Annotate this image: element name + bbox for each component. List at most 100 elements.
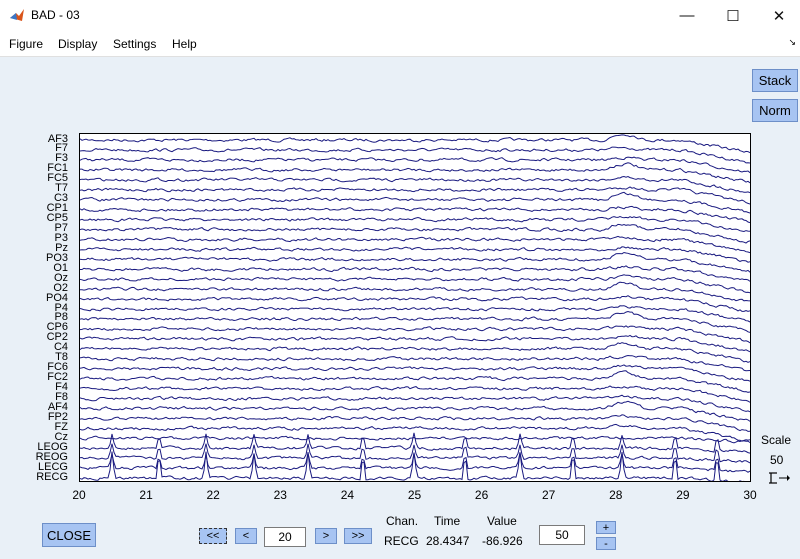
- x-tick-23: 23: [273, 488, 287, 502]
- trace-po3: [80, 251, 750, 273]
- trace-fc6: [80, 364, 750, 382]
- trace-cp6: [80, 325, 750, 344]
- norm-button[interactable]: Norm: [752, 99, 798, 122]
- channel-label-af4: AF4: [47, 400, 68, 413]
- trace-c4: [80, 342, 750, 363]
- channel-label-fc5: FC5: [47, 172, 68, 185]
- trace-p3: [80, 235, 750, 254]
- x-tick-28: 28: [609, 488, 623, 502]
- decrease-button[interactable]: -: [596, 537, 616, 550]
- channel-label-f3: F3: [55, 152, 68, 165]
- trace-c3: [80, 191, 750, 214]
- channel-label-af3: AF3: [47, 132, 68, 145]
- channel-label-p3: P3: [54, 231, 68, 244]
- trace-p7: [80, 223, 750, 244]
- menu-figure[interactable]: Figure: [9, 37, 44, 51]
- channel-label-p7: P7: [54, 221, 68, 234]
- channel-label-f7: F7: [55, 142, 68, 155]
- trace-p8: [80, 310, 750, 333]
- menu-bar: Figure Display Settings Help ↘: [0, 31, 800, 57]
- channel-label-fc1: FC1: [47, 162, 68, 175]
- trace-f7: [80, 146, 750, 164]
- trace-oz: [80, 274, 750, 294]
- channel-label-p8: P8: [54, 311, 68, 324]
- trace-pz: [80, 246, 750, 263]
- channel-label-f4: F4: [55, 381, 68, 394]
- prev-page-button[interactable]: <: [235, 528, 257, 544]
- stack-button[interactable]: Stack: [752, 69, 798, 92]
- channel-labels: AF3 F7 F3 FC1 FC5 T7 C3 CP1 CP5 P7 P3 Pz PO3 O1 Oz O2 PO…: [0, 133, 77, 482]
- channel-label-po3: PO3: [45, 251, 68, 264]
- last-page-button[interactable]: >>: [344, 528, 372, 544]
- trace-po4: [80, 295, 750, 312]
- next-page-button[interactable]: >: [315, 528, 337, 544]
- scale-label: Scale: [761, 433, 792, 447]
- channel-label-fp2: FP2: [47, 410, 68, 423]
- menu-settings[interactable]: Settings: [113, 37, 157, 51]
- channel-label-t8: T8: [55, 351, 68, 364]
- spacing-input[interactable]: 50: [539, 525, 585, 545]
- window-title: BAD - 03: [31, 8, 80, 22]
- trace-fc2: [80, 370, 750, 393]
- trace-fz: [80, 423, 750, 442]
- channel-label-cp5: CP5: [46, 212, 68, 225]
- channel-label-fz: FZ: [54, 420, 68, 433]
- x-tick-29: 29: [676, 488, 690, 502]
- trace-p4: [80, 305, 750, 323]
- channel-label-f8: F8: [55, 390, 68, 403]
- channel-label-recg: RECG: [36, 470, 68, 483]
- channel-label-o1: O1: [53, 261, 68, 274]
- close-window-button[interactable]: ✕: [772, 7, 786, 25]
- scale-value: 50: [770, 453, 784, 467]
- x-tick-24: 24: [340, 488, 355, 502]
- trace-t8: [80, 354, 750, 372]
- channel-label-leog: LEOG: [37, 440, 68, 453]
- channel-label-lecg: LECG: [38, 460, 68, 473]
- channel-label-cp6: CP6: [46, 321, 68, 334]
- first-page-button[interactable]: <<: [199, 528, 227, 544]
- trace-fp2: [80, 414, 750, 432]
- eeg-traces: [80, 134, 750, 481]
- trace-leog: [80, 432, 750, 454]
- trace-cp1: [80, 205, 750, 224]
- trace-fc5: [80, 175, 750, 194]
- menu-help[interactable]: Help: [172, 37, 197, 51]
- value-header: Value: [487, 514, 517, 528]
- readout-time: 28.4347: [426, 534, 470, 548]
- trace-cp5: [80, 215, 750, 233]
- x-tick-27: 27: [542, 488, 556, 502]
- channel-label-o2: O2: [53, 281, 68, 294]
- channel-label-po4: PO4: [45, 291, 68, 304]
- trace-af4: [80, 400, 750, 422]
- menu-display[interactable]: Display: [58, 37, 98, 51]
- trace-f3: [80, 156, 750, 174]
- x-tick-26: 26: [474, 488, 489, 502]
- close-button[interactable]: CLOSE: [42, 523, 96, 547]
- trace-cp2: [80, 334, 750, 353]
- matlab-icon: [10, 9, 24, 21]
- channel-label-cp2: CP2: [46, 331, 68, 344]
- channel-label-c4: C4: [53, 341, 68, 354]
- channel-label-cz: Cz: [54, 430, 68, 443]
- minimize-button[interactable]: —: [679, 7, 695, 24]
- channel-label-t7: T7: [55, 182, 68, 195]
- x-tick-22: 22: [206, 488, 220, 502]
- trace-recg: [80, 451, 745, 481]
- time-header: Time: [434, 514, 461, 528]
- title-bar: BAD - 03 — ☐ ✕: [0, 0, 800, 31]
- x-tick-20: 20: [72, 488, 86, 502]
- channel-label-cp1: CP1: [46, 202, 68, 215]
- increase-button[interactable]: +: [596, 521, 616, 534]
- dock-arrow-icon[interactable]: ↘: [788, 37, 796, 47]
- trace-f8: [80, 394, 750, 413]
- trace-o1: [80, 265, 750, 282]
- channel-label-pz: Pz: [55, 241, 68, 254]
- channel-label-c3: C3: [53, 192, 68, 205]
- channel-label-p4: P4: [54, 301, 68, 314]
- x-tick-30: 30: [743, 488, 757, 502]
- channel-label-reog: REOG: [35, 450, 68, 463]
- maximize-button[interactable]: ☐: [726, 7, 740, 25]
- eeg-plot[interactable]: [79, 133, 751, 482]
- position-input[interactable]: 20: [264, 527, 306, 547]
- channel-label-fc6: FC6: [47, 361, 68, 374]
